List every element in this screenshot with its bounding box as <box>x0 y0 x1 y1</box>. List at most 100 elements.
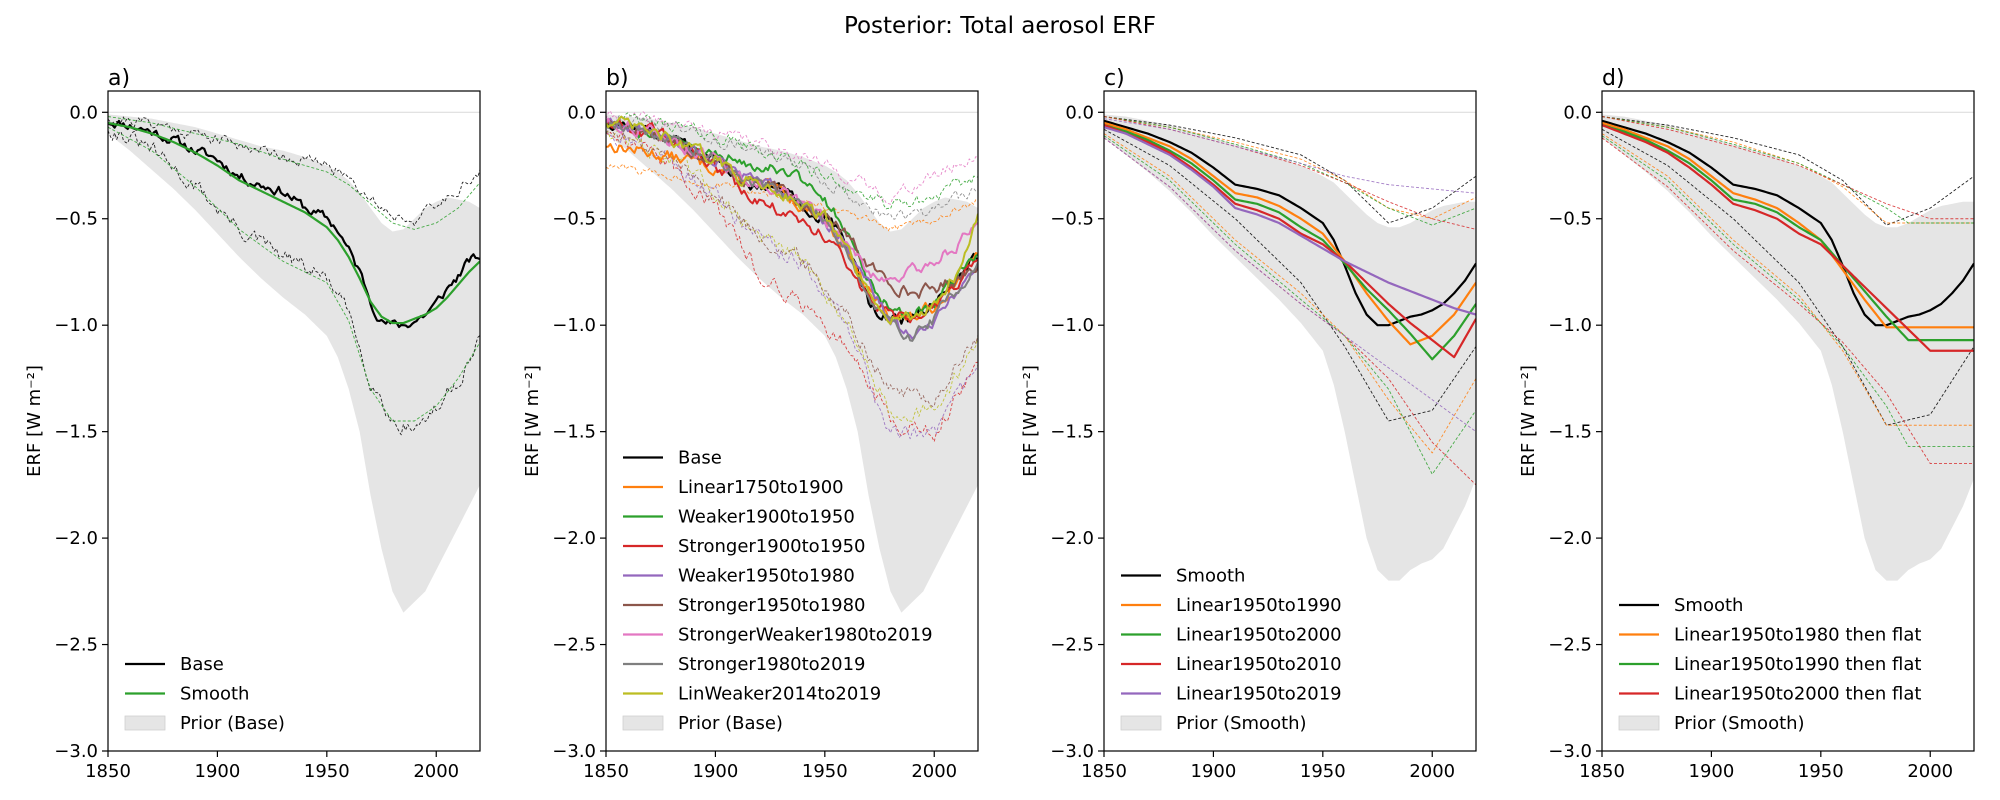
series-line-linear1950to2019 <box>1104 126 1476 316</box>
legend-swatch <box>622 715 664 731</box>
legend-item: Linear1950to1980 then flat <box>1619 625 1921 646</box>
plot-content <box>1104 114 1476 581</box>
x-tick-label: 1900 <box>693 761 739 782</box>
legend-label: Stronger1980to2019 <box>678 654 866 675</box>
dashed-range-line <box>1104 118 1476 194</box>
panel-label: a) <box>108 66 130 91</box>
dashed-range-line <box>1104 128 1476 422</box>
legend-item: Smooth <box>1121 566 1245 587</box>
prior-band <box>108 114 480 613</box>
x-tick-label: 2000 <box>911 761 957 782</box>
dashed-range-line <box>1602 133 1974 426</box>
plot-content <box>1602 114 1974 581</box>
legend-item: Stronger1900to1950 <box>623 536 866 557</box>
y-tick-label: −1.0 <box>1050 315 1094 336</box>
legend-label: Linear1950to2000 then flat <box>1674 684 1921 705</box>
series-line-stronger1950to1980 <box>606 118 978 299</box>
legend-swatch <box>1618 715 1660 731</box>
x-tick-label: 1950 <box>1798 761 1844 782</box>
dashed-range-line <box>1104 116 1476 224</box>
legend-label: StrongerWeaker1980to2019 <box>678 625 933 646</box>
legend-label: Smooth <box>1674 595 1743 616</box>
legend: Smooth Linear1950to1990 Linear1950to2000 Li… <box>1120 566 1342 734</box>
dashed-range-line <box>1602 128 1974 426</box>
y-tick-label: −3.0 <box>552 741 596 762</box>
y-axis-label: ERF [W m⁻²] <box>1020 365 1041 477</box>
legend-label: Linear1950to2010 <box>1176 654 1342 675</box>
dashed-range-line <box>606 110 978 205</box>
x-tick-label: 1850 <box>1579 761 1625 782</box>
legend-label: Base <box>180 654 224 675</box>
y-axis-label: ERF [W m⁻²] <box>1518 365 1539 477</box>
y-tick-label: −3.0 <box>1548 741 1592 762</box>
series-line-linear1950to2010 <box>1104 124 1476 359</box>
panel-label: b) <box>606 66 629 91</box>
axes-frame <box>107 90 481 752</box>
y-tick-label: −2.5 <box>552 635 596 656</box>
y-tick-label: −1.5 <box>1548 422 1592 443</box>
y-tick-label: −2.0 <box>54 528 98 549</box>
y-tick-label: 0.0 <box>69 102 98 123</box>
legend-item: Weaker1900to1950 <box>623 507 855 528</box>
y-tick-label: −2.0 <box>552 528 596 549</box>
legend: Base Linear1750to1900 Weaker1900to1950 Stro… <box>622 448 933 734</box>
dashed-range-line <box>1104 135 1476 475</box>
prior-band <box>606 114 978 613</box>
legend-item: Smooth <box>125 684 249 705</box>
dashed-range-line <box>606 112 978 210</box>
legend: Smooth Linear1950to1980 then flat Linear19… <box>1618 595 1921 734</box>
legend-item: Linear1750to1900 <box>623 477 844 498</box>
dashed-range-line <box>1602 116 1974 226</box>
legend-label: LinWeaker2014to2019 <box>678 684 881 705</box>
legend-label: Linear1750to1900 <box>678 477 844 498</box>
legend-label: Prior (Base) <box>678 713 783 734</box>
dashed-range-line <box>1602 116 1974 224</box>
legend-label: Linear1950to2000 <box>1176 625 1342 646</box>
y-tick-label: −3.0 <box>1050 741 1094 762</box>
dashed-range-line <box>1602 137 1974 465</box>
dashed-range-line <box>108 130 480 436</box>
legend-item: Stronger1980to2019 <box>623 654 866 675</box>
y-tick-label: −0.5 <box>1548 209 1592 230</box>
series-line-smooth <box>108 121 480 325</box>
x-tick-label: 1850 <box>85 761 131 782</box>
y-tick-label: −1.5 <box>54 422 98 443</box>
legend-label: Linear1950to1990 then flat <box>1674 654 1921 675</box>
legend-swatch <box>124 715 166 731</box>
dashed-range-line <box>1104 116 1476 230</box>
x-tick-label: 1850 <box>1081 761 1127 782</box>
y-tick-label: −0.5 <box>54 209 98 230</box>
legend-item: Prior (Smooth) <box>1120 713 1307 734</box>
dashed-range-line <box>606 131 978 443</box>
legend-label: Prior (Smooth) <box>1674 713 1805 734</box>
legend-label: Weaker1950to1980 <box>678 566 855 587</box>
dashed-range-line <box>1602 135 1974 447</box>
x-tick-label: 1950 <box>802 761 848 782</box>
dashed-range-line <box>1104 133 1476 454</box>
y-tick-label: −3.0 <box>54 741 98 762</box>
legend-label: Stronger1900to1950 <box>678 536 866 557</box>
panel-label: d) <box>1602 66 1625 91</box>
legend-item: Linear1950to2000 <box>1121 625 1342 646</box>
legend-item: Linear1950to1990 <box>1121 595 1342 616</box>
legend-label: Linear1950to1990 <box>1176 595 1342 616</box>
legend-label: Prior (Base) <box>180 713 285 734</box>
y-tick-label: −1.5 <box>552 422 596 443</box>
legend-item: Prior (Base) <box>622 713 783 734</box>
legend-item: Prior (Smooth) <box>1618 713 1805 734</box>
dashed-range-line <box>108 126 480 422</box>
prior-band <box>1104 114 1476 581</box>
legend-label: Linear1950to2019 <box>1176 684 1342 705</box>
series-line-linear1950to1990 <box>1104 121 1476 346</box>
series-line-linear1950to2000-then-flat <box>1602 124 1974 352</box>
x-tick-label: 1850 <box>583 761 629 782</box>
axes-frame <box>1601 90 1975 752</box>
legend-item: StrongerWeaker1980to2019 <box>623 625 933 646</box>
legend-item: Linear1950to2000 then flat <box>1619 684 1921 705</box>
x-tick-label: 1950 <box>304 761 350 782</box>
y-tick-label: 0.0 <box>1065 102 1094 123</box>
